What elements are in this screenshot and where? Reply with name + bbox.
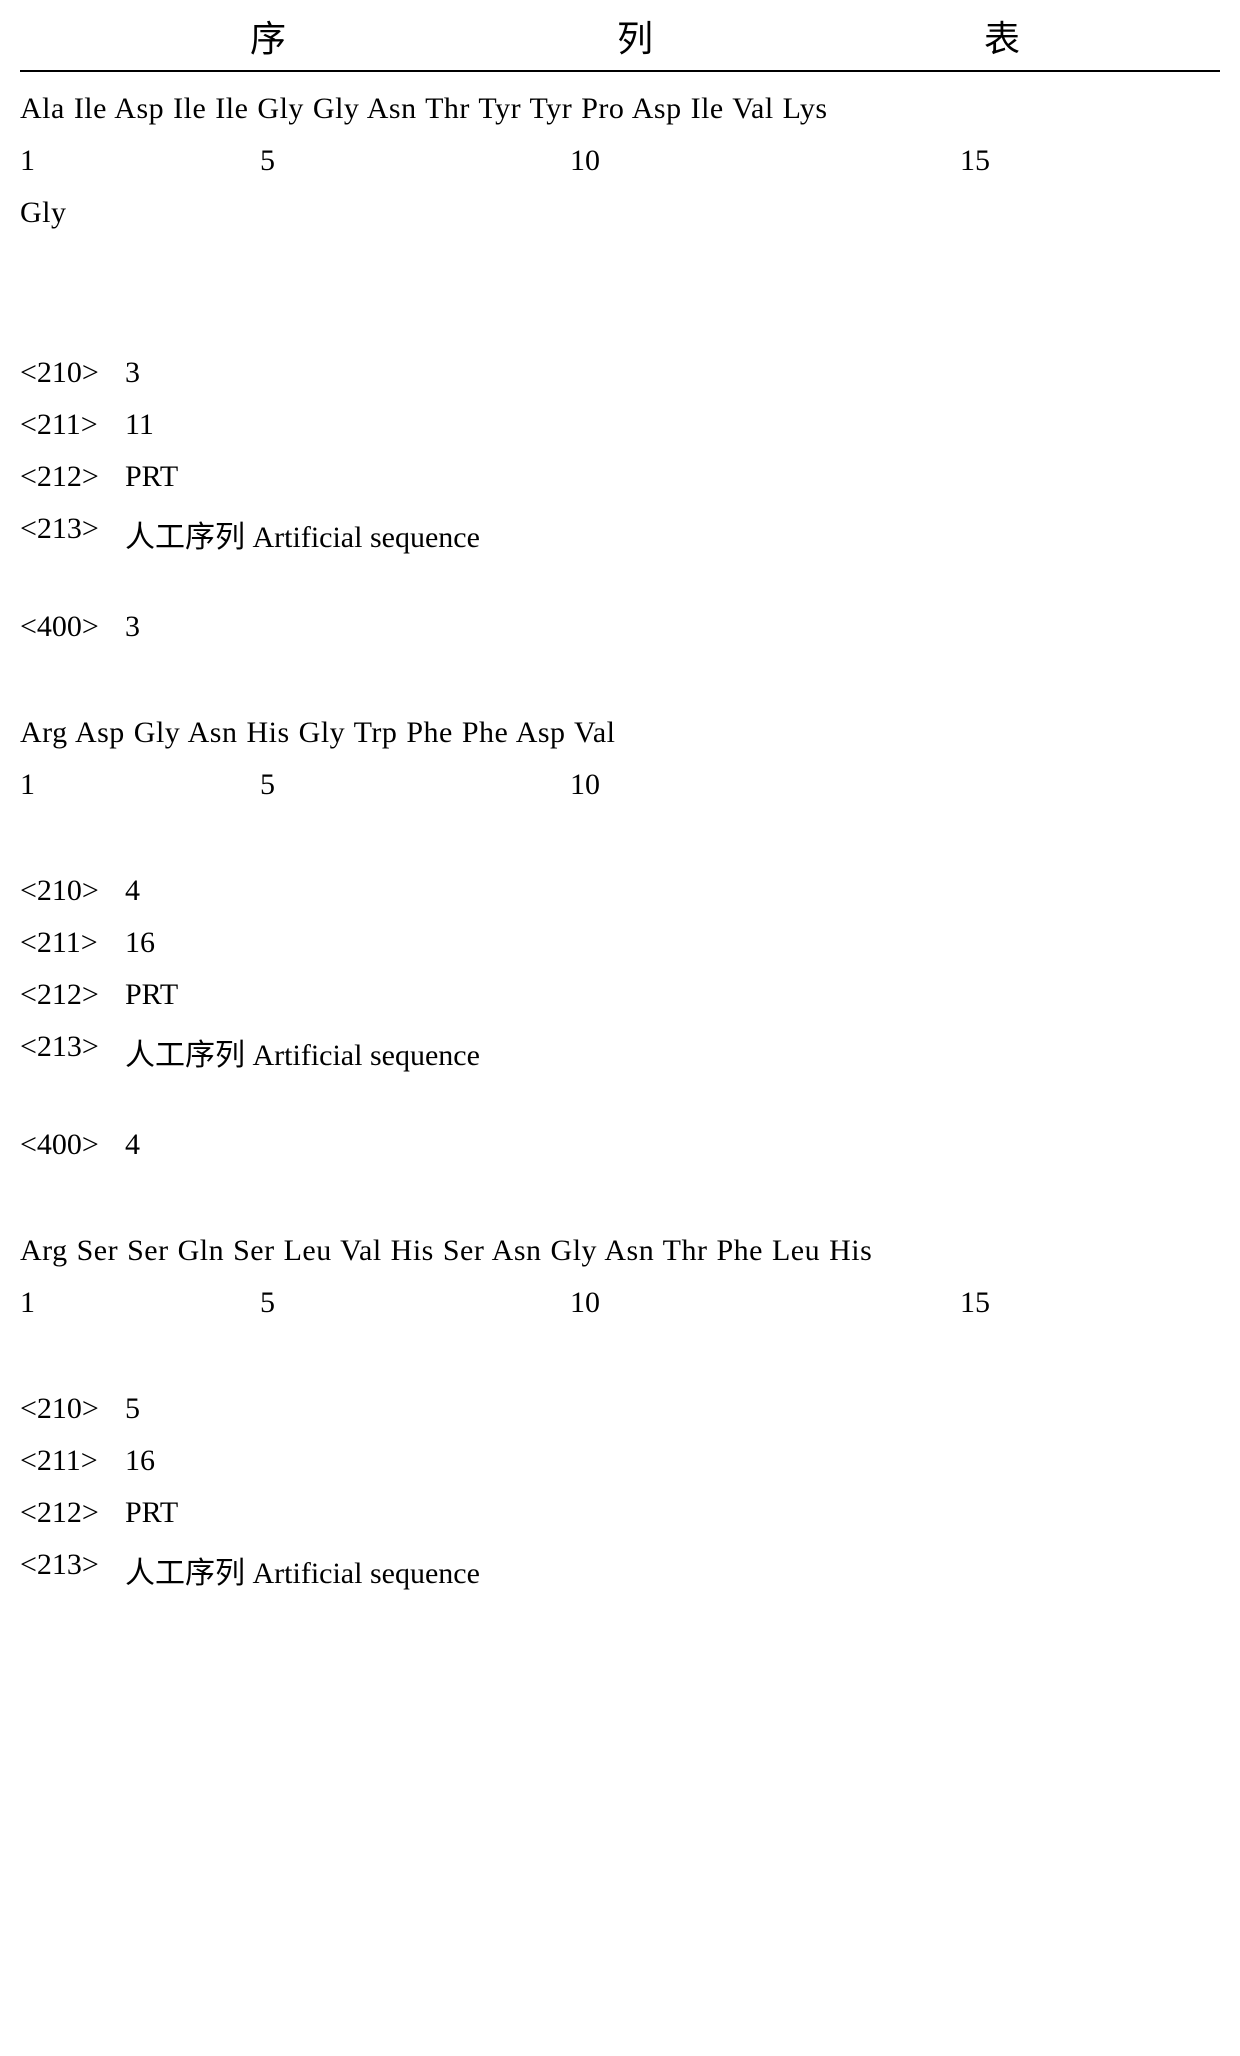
meta-212: <212> PRT bbox=[20, 1496, 1220, 1530]
meta-tag-212: <212> bbox=[20, 1496, 125, 1530]
meta-val-210: 3 bbox=[125, 356, 140, 390]
position-1: 1 bbox=[20, 144, 260, 178]
meta-tag-211: <211> bbox=[20, 408, 125, 442]
position-5: 5 bbox=[260, 144, 570, 178]
sequence-4: Arg Ser Ser Gln Ser Leu Val His Ser Asn … bbox=[20, 1234, 1220, 1268]
meta-val-211: 16 bbox=[125, 1444, 155, 1478]
position-15: 15 bbox=[960, 144, 990, 178]
title-char-2: 列 bbox=[617, 10, 653, 62]
meta-tag-212: <212> bbox=[20, 460, 125, 494]
meta-tag-213: <213> bbox=[20, 512, 125, 556]
meta-tag-400: <400> bbox=[20, 1128, 125, 1162]
position-10: 10 bbox=[570, 144, 960, 178]
meta-tag-213: <213> bbox=[20, 1548, 125, 1592]
sequence-2-line-1: Ala Ile Asp Ile Ile Gly Gly Asn Thr Tyr … bbox=[20, 92, 1220, 126]
position-10: 10 bbox=[570, 768, 960, 802]
meta-val-212: PRT bbox=[125, 978, 178, 1012]
meta-tag-400: <400> bbox=[20, 610, 125, 644]
meta-212: <212> PRT bbox=[20, 978, 1220, 1012]
position-1: 1 bbox=[20, 1286, 260, 1320]
meta-211: <211> 11 bbox=[20, 408, 1220, 442]
position-5: 5 bbox=[260, 1286, 570, 1320]
meta-val-400: 4 bbox=[125, 1128, 140, 1162]
meta-val-211: 16 bbox=[125, 926, 155, 960]
meta-tag-211: <211> bbox=[20, 1444, 125, 1478]
meta-210: <210> 4 bbox=[20, 874, 1220, 908]
meta-210: <210> 3 bbox=[20, 356, 1220, 390]
sequence-3: Arg Asp Gly Asn His Gly Trp Phe Phe Asp … bbox=[20, 716, 1220, 750]
meta-val-213: 人工序列 Artificial sequence bbox=[125, 512, 480, 556]
sequence-4-numbers: 1 5 10 15 bbox=[20, 1286, 1220, 1320]
meta-val-400: 3 bbox=[125, 610, 140, 644]
meta-213: <213> 人工序列 Artificial sequence bbox=[20, 1548, 1220, 1592]
position-5: 5 bbox=[260, 768, 570, 802]
meta-213: <213> 人工序列 Artificial sequence bbox=[20, 512, 1220, 556]
meta-211: <211> 16 bbox=[20, 1444, 1220, 1478]
position-10: 10 bbox=[570, 1286, 960, 1320]
meta-tag-210: <210> bbox=[20, 1392, 125, 1426]
sequence-2-numbers: 1 5 10 15 bbox=[20, 144, 1220, 178]
sequence-2-line-2: Gly bbox=[20, 196, 1220, 230]
meta-400: <400> 3 bbox=[20, 610, 1220, 644]
meta-val-211: 11 bbox=[125, 408, 154, 442]
meta-211: <211> 16 bbox=[20, 926, 1220, 960]
page-title: 序 列 表 bbox=[20, 10, 1220, 72]
meta-tag-213: <213> bbox=[20, 1030, 125, 1074]
meta-val-213: 人工序列 Artificial sequence bbox=[125, 1548, 480, 1592]
meta-tag-211: <211> bbox=[20, 926, 125, 960]
title-char-3: 表 bbox=[984, 10, 1020, 62]
meta-val-212: PRT bbox=[125, 1496, 178, 1530]
meta-400: <400> 4 bbox=[20, 1128, 1220, 1162]
position-15: 15 bbox=[960, 1286, 990, 1320]
meta-tag-210: <210> bbox=[20, 874, 125, 908]
meta-212: <212> PRT bbox=[20, 460, 1220, 494]
title-char-1: 序 bbox=[250, 10, 286, 62]
meta-213: <213> 人工序列 Artificial sequence bbox=[20, 1030, 1220, 1074]
meta-tag-212: <212> bbox=[20, 978, 125, 1012]
meta-val-210: 4 bbox=[125, 874, 140, 908]
meta-val-213: 人工序列 Artificial sequence bbox=[125, 1030, 480, 1074]
meta-210: <210> 5 bbox=[20, 1392, 1220, 1426]
meta-val-210: 5 bbox=[125, 1392, 140, 1426]
meta-val-212: PRT bbox=[125, 460, 178, 494]
sequence-3-numbers: 1 5 10 bbox=[20, 768, 1220, 802]
position-1: 1 bbox=[20, 768, 260, 802]
meta-tag-210: <210> bbox=[20, 356, 125, 390]
